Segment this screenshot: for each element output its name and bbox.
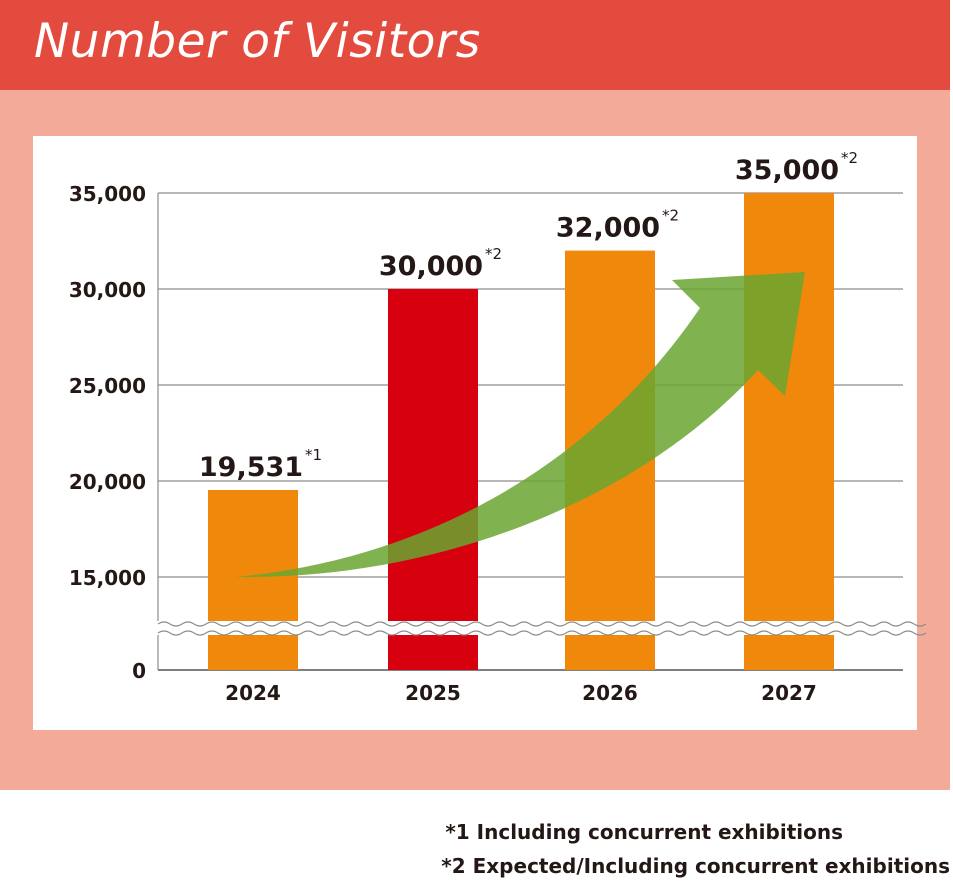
header-banner: Number of Visitors xyxy=(0,0,950,90)
axis-break-wave-bottom xyxy=(157,630,927,636)
x-tick-label-2024: 2024 xyxy=(225,681,281,705)
value-label-2026: 32,000 xyxy=(556,213,660,244)
value-note-2024: *1 xyxy=(305,446,322,464)
value-note-2027: *2 xyxy=(841,149,858,167)
value-note-2025: *2 xyxy=(485,245,502,263)
axis-break-wave-top xyxy=(157,621,927,627)
value-note-2026: *2 xyxy=(662,207,679,225)
value-label-2027: 35,000 xyxy=(735,155,839,186)
x-tick-label-2027: 2027 xyxy=(761,681,817,705)
ytick-label-35000: 35,000 xyxy=(69,182,146,206)
x-tick-label-2025: 2025 xyxy=(405,681,461,705)
bar-2025 xyxy=(388,289,478,670)
ytick-label-15000: 15,000 xyxy=(69,566,146,590)
trend-arrow xyxy=(235,272,805,578)
ytick-label-0: 0 xyxy=(132,659,146,683)
axis-break-band xyxy=(156,621,915,635)
ytick-label-25000: 25,000 xyxy=(69,374,146,398)
x-tick-label-2026: 2026 xyxy=(582,681,638,705)
value-label-2024: 19,531 xyxy=(199,452,303,483)
value-label-2025: 30,000 xyxy=(379,251,483,282)
ytick-label-20000: 20,000 xyxy=(69,470,146,494)
ytick-label-30000: 30,000 xyxy=(69,278,146,302)
chart-title: Number of Visitors xyxy=(34,14,481,69)
bar-2027 xyxy=(744,193,834,670)
bar-2024 xyxy=(208,490,298,670)
